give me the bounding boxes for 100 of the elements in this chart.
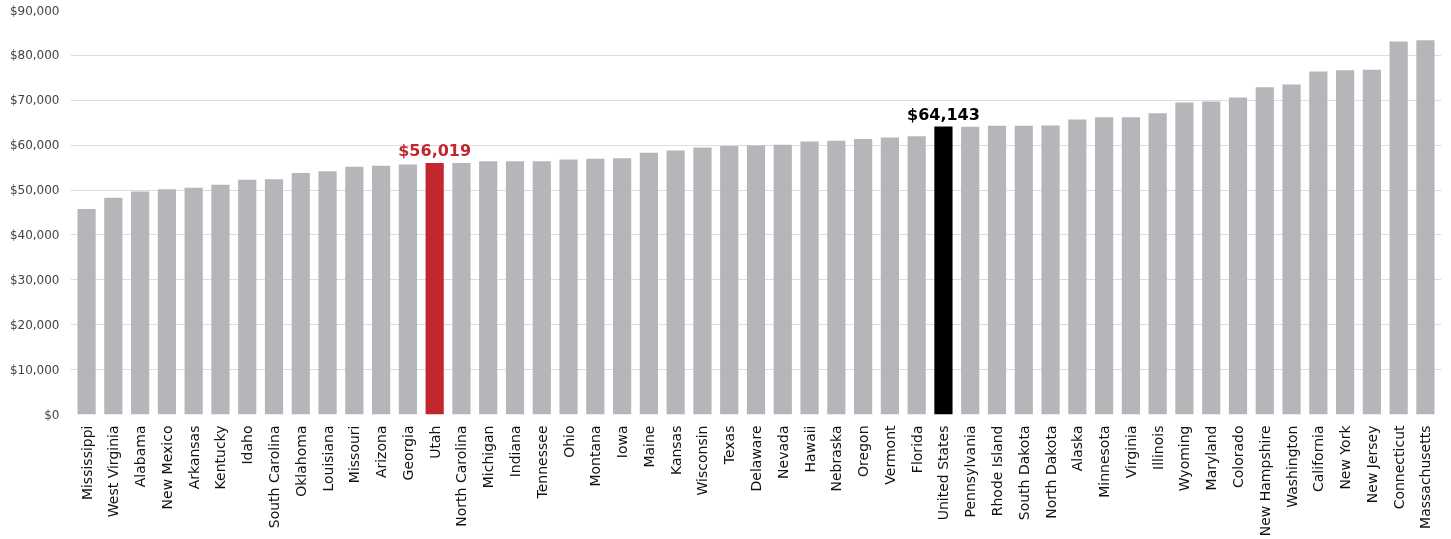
x-tick-label: Florida	[908, 425, 925, 474]
bar	[1255, 87, 1274, 415]
x-tick-label: Alabama	[132, 425, 149, 488]
y-tick-label: $70,000	[9, 93, 60, 108]
x-tick-label: Virginia	[1122, 425, 1139, 479]
bar	[827, 140, 846, 415]
x-tick-label: Louisiana	[319, 425, 336, 492]
y-tick-label: $40,000	[9, 227, 60, 242]
x-tick-label: Hawaii	[801, 425, 818, 473]
x-tick-label: Colorado	[1229, 425, 1246, 489]
x-tick-label: Alaska	[1069, 425, 1086, 472]
x-tick-label: Maryland	[1203, 425, 1220, 491]
x-tick-label: Nebraska	[828, 425, 845, 492]
bar	[1148, 113, 1167, 415]
bar	[639, 152, 658, 415]
bar	[1121, 117, 1140, 415]
bar	[505, 161, 525, 415]
x-tick-label: Montana	[587, 425, 604, 487]
bar	[425, 163, 444, 415]
bar	[1014, 125, 1033, 415]
x-tick-label: Washington	[1283, 425, 1300, 508]
bar	[720, 146, 739, 415]
x-tick-label: New Jersey	[1363, 425, 1380, 504]
x-tick-label: Kansas	[667, 425, 684, 476]
x-tick-label: Ohio	[560, 425, 577, 458]
bar	[345, 166, 364, 415]
bar	[773, 144, 792, 415]
bar	[291, 173, 310, 415]
x-tick-label: Delaware	[748, 425, 764, 492]
x-tick-label: New Mexico	[158, 425, 175, 510]
bar	[800, 141, 819, 415]
bar	[987, 125, 1007, 415]
bar	[157, 189, 176, 415]
bar	[1362, 69, 1381, 415]
bar	[1336, 70, 1355, 415]
x-tick-label: Iowa	[614, 425, 631, 459]
bar	[613, 158, 632, 415]
x-tick-label: Tennessee	[533, 425, 550, 500]
y-tick-label: $10,000	[9, 362, 60, 377]
y-tick-label: $50,000	[9, 183, 60, 198]
bar	[532, 161, 551, 415]
bar	[1389, 41, 1408, 415]
data-label: $64,143	[907, 104, 980, 124]
bar	[586, 158, 605, 415]
bar	[666, 150, 685, 415]
x-tick-label: Oregon	[855, 425, 872, 477]
bar	[372, 165, 391, 415]
x-tick-label: Mississippi	[78, 425, 95, 501]
bar	[1282, 84, 1301, 415]
x-tick-label: Connecticut	[1390, 424, 1407, 510]
x-tick-label: Arkansas	[185, 425, 202, 490]
bar	[131, 191, 150, 415]
bar	[1202, 101, 1221, 415]
x-tick-label: Missouri	[346, 425, 363, 484]
x-tick-label: Kentucky	[212, 425, 229, 490]
x-tick-label: Utah	[426, 425, 443, 459]
x-tick-label: West Virginia	[105, 425, 122, 518]
bar	[693, 147, 712, 415]
x-tick-label: Michigan	[480, 425, 497, 489]
x-tick-label: New York	[1337, 424, 1354, 490]
y-tick-label: $80,000	[9, 48, 60, 63]
bar	[854, 138, 873, 415]
bar	[880, 137, 899, 415]
bar	[452, 163, 471, 415]
bar	[211, 184, 230, 415]
bar	[479, 161, 498, 415]
bar	[77, 208, 96, 415]
x-tick-label: South Carolina	[266, 425, 283, 529]
bar	[184, 187, 203, 415]
y-tick-label: $30,000	[9, 272, 60, 287]
y-tick-label: $20,000	[9, 317, 60, 332]
x-tick-label: United States	[935, 425, 952, 521]
x-tick-label: California	[1310, 425, 1327, 492]
x-tick-label: Wisconsin	[694, 425, 711, 496]
x-tick-label: Arizona	[373, 425, 390, 479]
bar	[907, 136, 926, 415]
x-tick-label: New Hampshire	[1256, 425, 1273, 537]
bar	[264, 179, 284, 415]
x-tick-label: Illinois	[1149, 425, 1166, 470]
x-tick-label: Nevada	[774, 425, 791, 479]
x-tick-label: Indiana	[507, 425, 523, 478]
data-label: $56,019	[398, 141, 472, 161]
bar	[1175, 102, 1194, 415]
x-tick-label: North Carolina	[453, 425, 470, 527]
bar	[318, 171, 337, 415]
x-tick-label: Massachusetts	[1417, 425, 1434, 529]
x-tick-label: Oklahoma	[292, 425, 309, 497]
x-tick-label: Wyoming	[1176, 425, 1193, 492]
bar	[559, 159, 578, 415]
y-tick-label: $60,000	[9, 138, 60, 153]
bar	[1416, 40, 1435, 415]
x-tick-label: South Dakota	[1015, 425, 1032, 521]
x-tick-label: Pennsylvania	[962, 425, 979, 518]
bar	[104, 197, 123, 415]
bar	[1068, 119, 1087, 415]
x-tick-label: Idaho	[239, 425, 256, 465]
bar	[398, 164, 417, 415]
bar	[238, 179, 257, 415]
y-tick-label: $0	[44, 407, 60, 422]
bar	[1095, 117, 1114, 415]
